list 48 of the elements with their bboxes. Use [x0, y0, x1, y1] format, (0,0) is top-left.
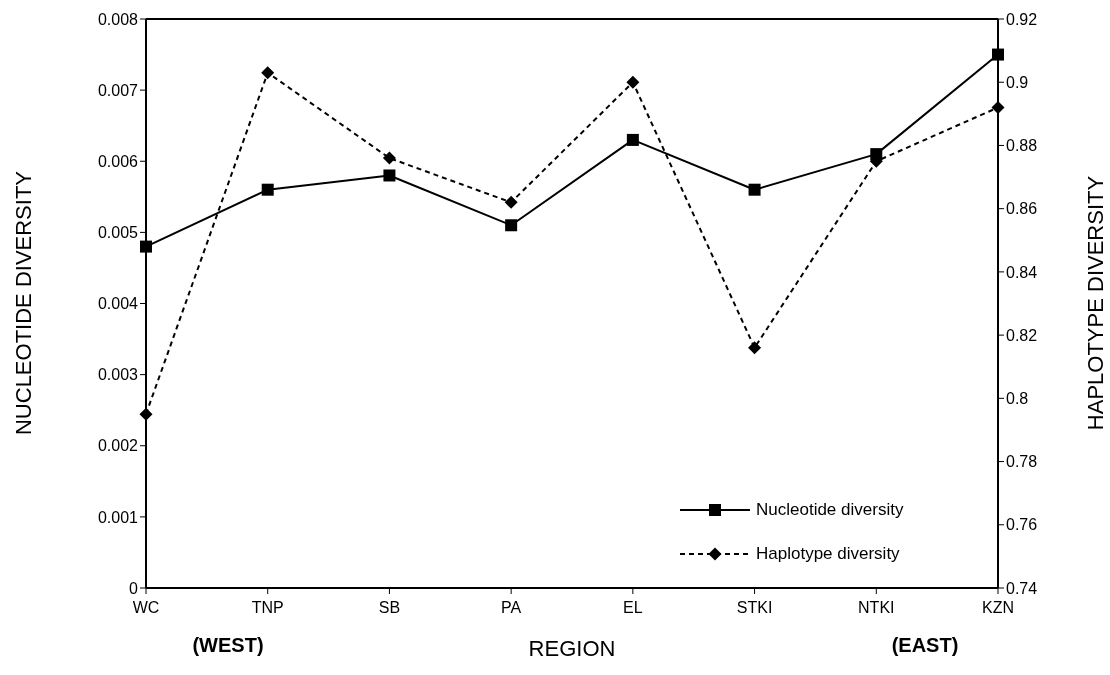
- y-tick-label: 0: [129, 579, 139, 597]
- x-tick-label: EL: [623, 599, 643, 617]
- point: [992, 48, 1004, 61]
- y2-tick-label: 0.92: [1006, 10, 1038, 28]
- point: [626, 133, 639, 146]
- y-axis-title: NUCLEOTIDE DIVERSITY: [11, 170, 37, 436]
- x-tick-label: KZN: [982, 599, 1014, 617]
- y2-tick-label: 0.84: [1006, 263, 1038, 281]
- point: [991, 101, 1005, 115]
- point: [261, 66, 275, 80]
- x-axis-title: REGION: [528, 636, 616, 661]
- point: [261, 183, 274, 196]
- point: [139, 407, 153, 421]
- point: [140, 240, 152, 253]
- legend-label: Haplotype diversity: [756, 544, 900, 564]
- x-tick-label: NTKI: [858, 599, 895, 617]
- text: (EAST): [891, 634, 959, 657]
- y-tick-label: 0.004: [97, 295, 139, 313]
- point: [626, 75, 640, 89]
- y2-tick-label: 0.8: [1006, 390, 1029, 408]
- point: [748, 341, 762, 355]
- point: [748, 183, 761, 196]
- point: [382, 151, 396, 165]
- y2-tick-label: 0.82: [1006, 326, 1038, 344]
- y-tick-label: 0.006: [97, 152, 139, 170]
- y2-tick-label: 0.74: [1006, 579, 1038, 597]
- y2-tick-label: 0.78: [1006, 453, 1038, 471]
- y2-tick-label: 0.88: [1006, 137, 1038, 155]
- x-tick-label: WC: [132, 599, 160, 617]
- y2-tick-label: 0.9: [1006, 73, 1029, 91]
- y2-tick-label: 0.76: [1006, 516, 1038, 534]
- y-tick-label: 0.003: [97, 366, 139, 384]
- y-tick-label: 0.007: [97, 81, 139, 99]
- x-tick-label: SB: [378, 599, 401, 617]
- legend-label: Nucleotide diversity: [756, 500, 904, 520]
- y-tick-label: 0.005: [97, 224, 139, 242]
- text: (WEST): [192, 634, 264, 657]
- y-tick-label: 0.001: [97, 508, 139, 526]
- x-tick-label: PA: [501, 599, 522, 617]
- x-tick-label: STKI: [736, 599, 773, 617]
- x-tick-label: TNP: [251, 599, 284, 617]
- y-tick-label: 0.008: [97, 10, 139, 28]
- y2-tick-label: 0.86: [1006, 200, 1038, 218]
- point: [505, 219, 518, 232]
- y-tick-label: 0.002: [97, 437, 139, 455]
- point: [383, 169, 396, 182]
- y2-axis-title: HAPLOTYPE DIVERSITY: [1083, 175, 1109, 431]
- point: [504, 195, 518, 209]
